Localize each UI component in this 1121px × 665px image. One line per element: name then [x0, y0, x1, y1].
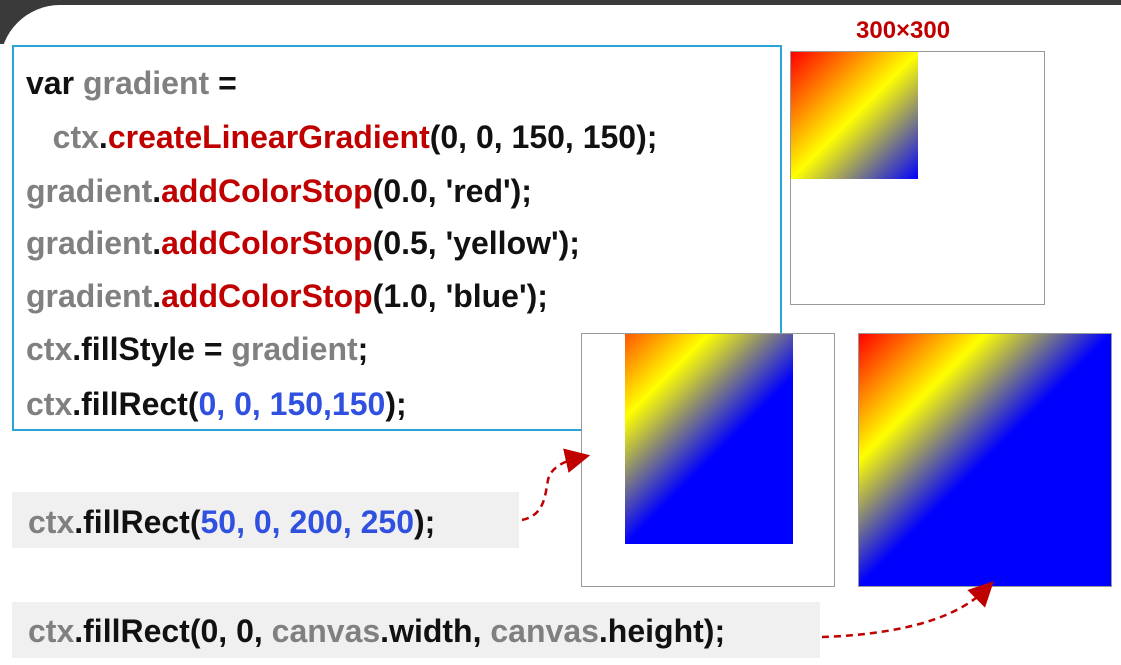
code-token: gradient — [26, 173, 153, 209]
gradient-rect — [625, 334, 793, 544]
code-token: .width, — [380, 613, 491, 649]
gradient-rect — [859, 334, 1111, 586]
code-token: .fillRect( — [72, 386, 199, 422]
code-token: (0.5, 'yellow'); — [372, 225, 580, 261]
code-token: = — [209, 65, 237, 101]
code-token: canvas — [271, 613, 381, 649]
code-token: (0.0, 'red'); — [372, 173, 532, 209]
code-line: ctx.fillStyle = gradient; — [26, 329, 368, 369]
code-token: .fillRect(0, 0, — [74, 613, 272, 649]
code-token: .height); — [598, 613, 726, 649]
code-token: ; — [357, 331, 369, 367]
snippet-background — [12, 492, 519, 548]
snippet-fill-rect-partial: ctx.fillRect(50, 0, 200, 250); — [28, 502, 435, 542]
gradient-rect — [791, 52, 918, 179]
code-token: var — [26, 65, 83, 101]
code-token: addColorStop — [161, 173, 373, 209]
code-token: ctx — [28, 613, 75, 649]
code-token: ); — [385, 386, 407, 422]
code-token: addColorStop — [161, 225, 373, 261]
code-token: gradient — [231, 331, 358, 367]
code-token: . — [98, 119, 108, 155]
code-token: .fillStyle = — [72, 331, 232, 367]
code-token: ctx — [26, 119, 99, 155]
code-token: gradient — [26, 278, 153, 314]
code-line: ctx.fillRect(0, 0, 150,150); — [26, 384, 407, 424]
canvas-preview-1 — [790, 51, 1045, 305]
code-line: var gradient = — [26, 63, 237, 103]
code-token: 0, 0, 150,150 — [198, 386, 386, 422]
code-token: ctx — [26, 386, 73, 422]
code-token: ctx — [28, 504, 75, 540]
code-token: (0, 0, 150, 150); — [429, 119, 658, 155]
code-token: (1.0, 'blue'); — [372, 278, 548, 314]
code-line: gradient.addColorStop(1.0, 'blue'); — [26, 276, 548, 316]
code-token: ctx — [26, 331, 73, 367]
code-line: ctx.createLinearGradient(0, 0, 150, 150)… — [26, 117, 658, 157]
code-token: createLinearGradient — [107, 119, 430, 155]
code-token: gradient — [26, 225, 153, 261]
arrow-to-canvas-2-icon — [521, 448, 591, 522]
canvas-preview-3 — [858, 333, 1112, 587]
code-token: canvas — [490, 613, 599, 649]
code-line: gradient.addColorStop(0.5, 'yellow'); — [26, 223, 580, 263]
code-token: addColorStop — [161, 278, 373, 314]
snippet-background — [12, 602, 820, 658]
code-token: . — [152, 278, 162, 314]
code-token: ); — [414, 504, 436, 540]
canvas-size-label: 300×300 — [856, 17, 951, 44]
code-token: 50, 0, 200, 250 — [200, 504, 414, 540]
code-token: . — [152, 173, 162, 209]
canvas-preview-2 — [581, 333, 835, 587]
arrow-to-canvas-3-icon — [821, 581, 994, 639]
code-token: .fillRect( — [74, 504, 201, 540]
code-line: gradient.addColorStop(0.0, 'red'); — [26, 171, 532, 211]
snippet-fill-rect-full: ctx.fillRect(0, 0, canvas.width, canvas.… — [28, 611, 725, 651]
code-token: gradient — [82, 65, 210, 101]
code-token: . — [152, 225, 162, 261]
